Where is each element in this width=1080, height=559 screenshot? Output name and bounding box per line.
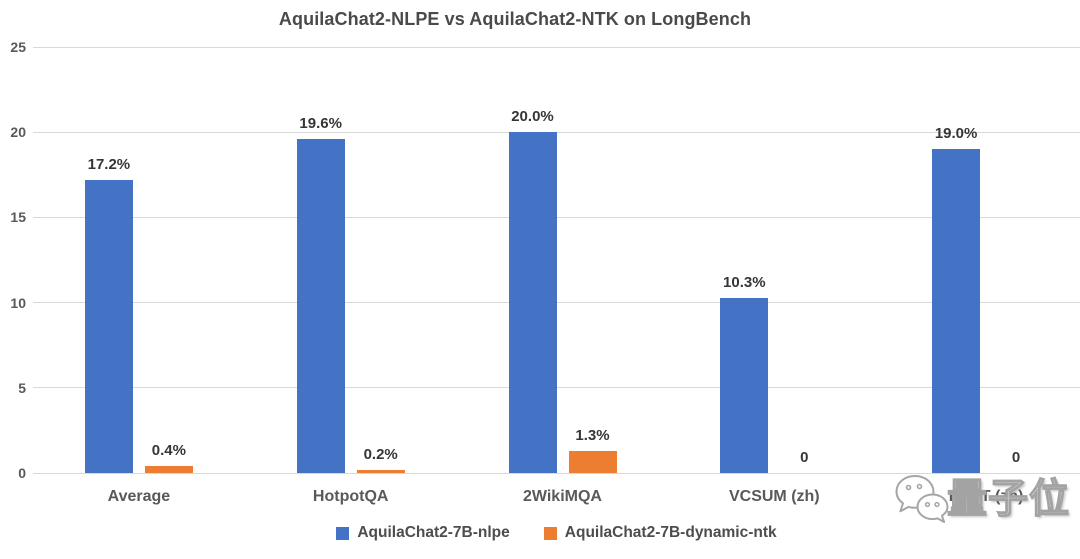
- bar: [720, 297, 769, 473]
- plot-area: 17.2% 0.4% Average 19.6% 0.2% HotpotQA 20.0% 1.…: [33, 46, 1080, 505]
- legend-item: AquilaChat2-7B-nlpe: [336, 524, 510, 542]
- gridline: [33, 216, 1080, 218]
- chart-title: AquilaChat2-NLPE vs AquilaChat2-NTK on L…: [278, 9, 752, 29]
- value-label: 0: [800, 449, 809, 466]
- legend-label: AquilaChat2-7B-nlpe: [357, 524, 510, 541]
- bar: [356, 469, 405, 473]
- y-axis-tick: 10: [10, 294, 26, 311]
- value-label: 0.4%: [151, 442, 186, 460]
- bar: [932, 149, 981, 473]
- value-label: 10.3%: [723, 273, 766, 291]
- gridline: [33, 387, 1080, 389]
- value-label: 20.0%: [511, 108, 554, 126]
- bar: [508, 132, 557, 473]
- value-label: 0: [1011, 449, 1021, 466]
- y-axis-tick: 5: [18, 379, 26, 396]
- legend-item: AquilaChat2-7B-dynamic-ntk: [543, 524, 777, 542]
- legend-swatch: [543, 526, 557, 540]
- y-axis-tick: 25: [10, 39, 26, 55]
- chart-legend: AquilaChat2-7B-nlpe AquilaChat2-7B-dynami…: [33, 524, 1080, 542]
- value-label: 17.2%: [87, 155, 131, 173]
- value-label: 19.6%: [299, 115, 342, 133]
- bar: [568, 450, 617, 473]
- gridline: [33, 472, 1080, 474]
- value-label: 0.2%: [363, 445, 398, 463]
- y-axis-tick: 15: [10, 209, 26, 226]
- legend-label: AquilaChat2-7B-dynamic-ntk: [564, 524, 777, 541]
- gridline: [33, 302, 1080, 304]
- value-label: 1.3%: [575, 426, 610, 444]
- bar: [296, 139, 345, 473]
- bar: [84, 179, 133, 473]
- value-label: 19.0%: [934, 125, 978, 143]
- category-label: VCSUM (zh): [728, 488, 820, 505]
- y-axis-tick: 20: [10, 124, 26, 141]
- y-axis-tick: 0: [18, 465, 26, 481]
- legend-swatch: [336, 526, 350, 540]
- category-label: 2WikiMQA: [523, 488, 602, 505]
- bar: [144, 466, 193, 473]
- category-label: Average: [107, 488, 171, 505]
- gridline: [33, 131, 1080, 133]
- category-label: HotpotQA: [312, 488, 389, 505]
- category-label: LSHT (zh): [948, 488, 1024, 505]
- gridline: [33, 46, 1080, 48]
